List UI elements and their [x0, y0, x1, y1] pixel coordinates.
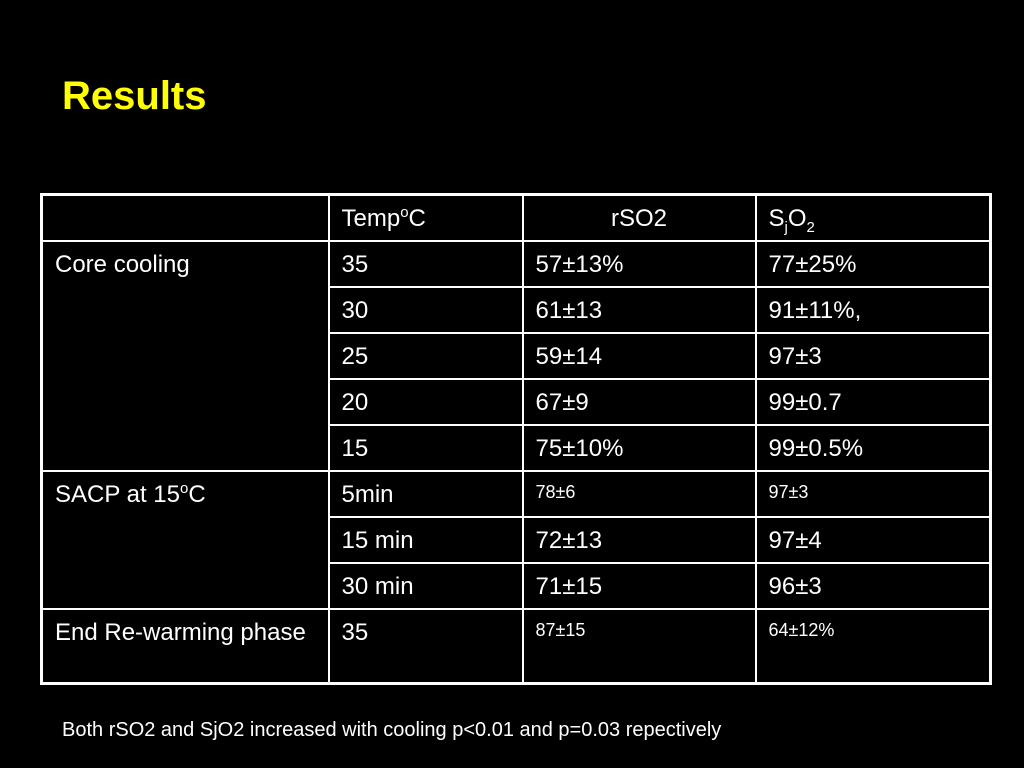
- cell-temp: 5min: [327, 470, 524, 518]
- group-end-rewarming: End Re-warming phase: [40, 608, 330, 685]
- table-row: 15 min 72±13 97±4: [42, 516, 992, 564]
- cell-rso2: 87±15: [521, 608, 757, 685]
- cell-temp: 25: [327, 332, 524, 380]
- cell-sjo2: 97±3: [754, 470, 992, 518]
- cell-rso2: 75±10%: [521, 424, 757, 472]
- cell-sjo2: 96±3: [754, 562, 992, 610]
- table-header-row: TempoC rSO2 SjO2: [40, 193, 992, 242]
- cell-rso2: 67±9: [521, 378, 757, 426]
- header-sjo2-s: S: [768, 205, 785, 232]
- cell-temp: 30: [327, 286, 524, 334]
- results-table: TempoC rSO2 SjO2 Core cooling 35 57±13% …: [40, 193, 992, 685]
- group-sacp-degree: o: [179, 480, 189, 497]
- header-sjo2-2: 2: [806, 218, 815, 236]
- header-rso2: rSO2: [521, 193, 757, 242]
- cell-sjo2: 77±25%: [754, 240, 992, 288]
- header-sjo2: SjO2: [754, 193, 992, 242]
- header-temp: TempoC: [327, 193, 524, 242]
- cell-rso2: 61±13: [521, 286, 757, 334]
- table-row: End Re-warming phase 35 87±15 64±12%: [40, 608, 992, 685]
- cell-sjo2: 97±3: [754, 332, 992, 380]
- cell-sjo2: 99±0.5%: [754, 424, 992, 472]
- table-row: 15 75±10% 99±0.5%: [42, 424, 992, 472]
- header-sjo2-j: j: [784, 218, 788, 236]
- cell-temp: 20: [327, 378, 524, 426]
- cell-temp: 15: [327, 424, 524, 472]
- cell-rso2: 71±15: [521, 562, 757, 610]
- table-row: Core cooling 35 57±13% 77±25%: [40, 240, 992, 472]
- group-sacp-base: SACP at 15: [55, 481, 180, 508]
- header-empty-cell: [40, 193, 330, 242]
- cell-temp: 30 min: [327, 562, 524, 610]
- group-core-cooling: Core cooling: [40, 240, 330, 472]
- table-row: 30 61±13 91±11%,: [42, 286, 992, 334]
- footnote: Both rSO2 and SjO2 increased with coolin…: [62, 719, 722, 741]
- cell-rso2: 78±6: [521, 470, 757, 518]
- group-sacp: SACP at 15oC: [40, 470, 330, 610]
- cell-rso2: 57±13%: [521, 240, 757, 288]
- group-sacp-unit: C: [188, 481, 206, 508]
- slide-title: Results: [62, 74, 207, 118]
- header-sjo2-o: O: [787, 205, 807, 232]
- header-temp-degree: o: [400, 204, 409, 221]
- cell-temp: 35: [327, 240, 524, 288]
- cell-sjo2: 97±4: [754, 516, 992, 564]
- cell-rso2: 72±13: [521, 516, 757, 564]
- cell-temp: 35: [327, 608, 524, 685]
- table-row: 25 59±14 97±3: [42, 332, 992, 380]
- header-temp-base: Temp: [341, 205, 401, 232]
- table-row: SACP at 15oC 5min 78±6 97±3: [40, 470, 992, 610]
- cell-sjo2: 91±11%,: [754, 286, 992, 334]
- cell-temp: 15 min: [327, 516, 524, 564]
- table-row: 30 min 71±15 96±3: [42, 562, 992, 610]
- cell-rso2: 59±14: [521, 332, 757, 380]
- cell-sjo2: 64±12%: [754, 608, 992, 685]
- cell-sjo2: 99±0.7: [754, 378, 992, 426]
- header-temp-unit: C: [408, 205, 426, 232]
- table-row: 20 67±9 99±0.7: [42, 378, 992, 426]
